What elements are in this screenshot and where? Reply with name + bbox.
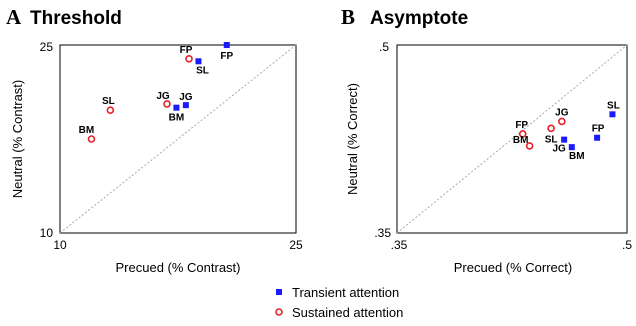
panel-b-sustained-label-fp: FP [515,120,528,131]
panel-b-sustained-label-jg: JG [555,107,569,118]
panel-a-xtick-min: 10 [53,238,67,252]
panel-b-ytick-min: .35 [374,226,391,240]
panel-b-transient-point-bm [568,144,575,151]
panel-b-sustained-point-sl [547,124,555,133]
panel-b-sustained-point-bm [525,142,534,150]
panel-b: B Asymptote .35 .5 .35 .5 Precued (% Cor… [341,5,632,275]
panel-a-letter: A [6,5,22,29]
panel-a-plot-frame [59,44,297,234]
panel-b-letter: B [341,5,355,29]
legend: Transient attention Sustained attention [275,285,403,320]
panel-b-transient-label-bm: BM [569,151,585,162]
panel-a-ylabel: Neutral (% Contrast) [10,80,25,198]
panel-a-sustained-point-bm [87,135,96,143]
panel-b-xtick-max: .5 [622,238,632,252]
legend-transient-marker [276,289,282,295]
panel-b-sustained-label-bm: BM [513,135,529,146]
panel-a-sustained-point-jg [163,100,171,108]
panel-a-transient-label-bm: BM [169,113,185,124]
panel-b-transient-label-jg: JG [552,144,566,155]
panel-b-plot-frame [396,44,628,234]
panel-b-ylabel: Neutral (% Correct) [345,83,360,195]
panel-a-transient-point-jg [182,102,189,109]
panel-b-transient-label-fp: FP [592,124,605,135]
panel-a-transient-point-bm [173,104,180,111]
panel-b-identity-line [396,44,628,234]
panel-b-sustained-label-sl: SL [545,134,558,145]
legend-sustained-marker [275,308,283,316]
panel-b-xlabel: Precued (% Correct) [454,260,572,275]
panel-a-xlabel: Precued (% Contrast) [116,260,241,275]
legend-sustained-label: Sustained attention [292,305,403,320]
panel-a-sustained-point-fp [185,54,193,63]
panel-a-ytick-min: 10 [40,226,54,240]
panel-a-transient-label-jg: JG [179,92,193,103]
panel-a-transient-label-sl: SL [196,65,209,76]
panel-a-sustained-label-bm: BM [79,125,95,136]
panel-a-sustained-label-sl: SL [102,96,115,107]
panel-a-transient-label-fp: FP [220,51,233,62]
panel-b-sustained-point-jg [558,117,566,126]
panel-a-sustained-point-sl [106,106,115,114]
panel-a-ytick-max: 25 [40,40,54,54]
panel-b-transient-label-sl: SL [607,100,620,111]
panel-b-transient-point-jg [561,136,568,143]
panel-b-title: Asymptote [370,8,468,29]
panel-b-transient-point-sl [609,111,616,118]
panel-a: A Threshold 10 25 10 25 Precued (% Contr… [6,5,303,275]
panel-a-identity-line [59,44,297,234]
legend-transient-label: Transient attention [292,285,399,300]
panel-b-transient-point-fp [594,134,601,141]
panel-a-transient-point-fp [223,42,230,48]
panel-a-transient-point-sl [195,58,202,65]
panel-b-ytick-max: .5 [379,40,389,54]
panel-b-xtick-min: .35 [391,238,408,252]
panel-b-sustained-point-fp [518,130,527,138]
panel-a-xtick-max: 25 [289,238,303,252]
panel-a-sustained-label-fp: FP [180,45,193,56]
panel-a-title: Threshold [30,8,122,29]
panel-a-sustained-label-jg: JG [156,91,170,102]
